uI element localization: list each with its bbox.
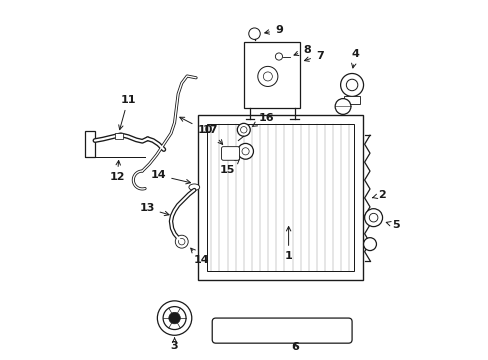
Circle shape [368, 213, 377, 222]
Circle shape [163, 307, 185, 329]
FancyBboxPatch shape [212, 318, 351, 343]
Text: 7: 7 [304, 50, 323, 61]
Text: 1: 1 [284, 226, 292, 261]
Bar [198, 116, 362, 280]
Text: 5: 5 [386, 220, 399, 230]
Text: 3: 3 [170, 338, 178, 351]
Text: 13: 13 [139, 203, 169, 216]
Bar [115, 134, 122, 139]
Circle shape [364, 209, 382, 226]
Circle shape [175, 235, 188, 248]
Circle shape [168, 312, 180, 324]
Text: 9: 9 [264, 25, 282, 35]
Circle shape [240, 127, 246, 133]
Text: 14: 14 [150, 170, 190, 184]
Text: 8: 8 [293, 45, 310, 55]
Circle shape [237, 123, 250, 136]
Bar [85, 131, 95, 157]
Text: 12: 12 [109, 161, 125, 182]
Ellipse shape [188, 184, 199, 190]
Circle shape [363, 238, 376, 251]
Circle shape [248, 28, 260, 40]
Circle shape [275, 53, 282, 60]
Text: 17: 17 [203, 125, 222, 144]
Text: 11: 11 [119, 95, 136, 130]
Text: 6: 6 [291, 342, 299, 352]
Circle shape [263, 72, 272, 81]
Circle shape [257, 66, 277, 86]
FancyBboxPatch shape [221, 147, 239, 160]
Circle shape [157, 301, 191, 335]
Circle shape [346, 79, 357, 91]
Text: 4: 4 [351, 49, 359, 68]
Bar [244, 42, 300, 108]
Bar [206, 125, 353, 271]
Circle shape [340, 73, 363, 96]
Circle shape [178, 238, 184, 245]
Circle shape [242, 148, 249, 155]
Text: 10: 10 [180, 117, 212, 135]
Text: 14: 14 [190, 248, 209, 265]
Circle shape [237, 143, 253, 159]
Circle shape [334, 99, 350, 114]
Text: 2: 2 [372, 190, 385, 200]
Text: 16: 16 [252, 113, 273, 126]
Bar [344, 96, 359, 104]
Text: 15: 15 [220, 159, 239, 175]
